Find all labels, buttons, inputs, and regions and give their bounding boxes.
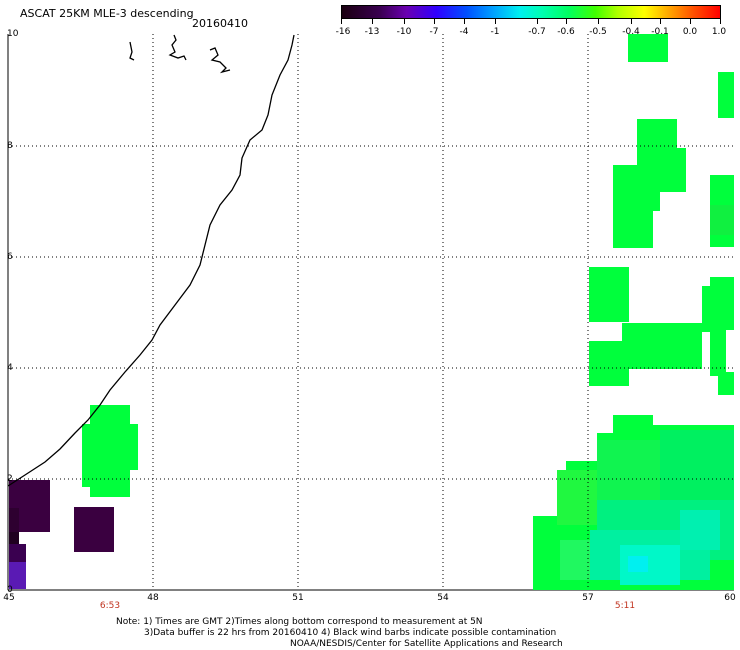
colorbar-label: -0.4 xyxy=(622,27,640,37)
colorbar-label: 1.0 xyxy=(711,27,727,37)
wind-cell xyxy=(9,562,26,589)
wind-cell xyxy=(660,430,734,510)
wind-cell xyxy=(680,510,720,550)
colorbar-label: 0.0 xyxy=(682,27,698,37)
wind-cell xyxy=(589,323,702,386)
colorbar-label: -4 xyxy=(459,27,469,37)
colorbar-tick xyxy=(372,19,373,24)
pass-time-label: 6:53 xyxy=(99,601,121,611)
colorbar-tick xyxy=(341,19,342,24)
wind-cell xyxy=(628,556,648,572)
colorbar-tick xyxy=(537,19,538,24)
colorbar-label: -0.1 xyxy=(651,27,669,37)
colorbar-label: -7 xyxy=(429,27,439,37)
coastline xyxy=(7,34,295,487)
wind-cell xyxy=(82,405,138,497)
y-tick-label: 4 xyxy=(7,363,13,373)
y-tick-label: 0 xyxy=(7,585,13,595)
y-tick-label: 10 xyxy=(7,29,19,39)
y-tick-label: 8 xyxy=(7,141,13,151)
colorbar-tick xyxy=(404,19,405,24)
colorbar-label: -10 xyxy=(396,27,412,37)
wind-cell xyxy=(613,119,686,248)
colorbar-label: -1 xyxy=(490,27,500,37)
pass-time-label: 5:11 xyxy=(614,601,636,611)
note-line-2: 3)Data buffer is 22 hrs from 20160410 4)… xyxy=(144,628,557,638)
colorbar-tick xyxy=(434,19,435,24)
wind-cell xyxy=(702,286,716,332)
note-line-3: NOAA/NESDIS/Center for Satellite Applica… xyxy=(290,639,563,649)
y-tick-label: 2 xyxy=(7,474,13,484)
wind-cell xyxy=(628,34,668,62)
colorbar-tick xyxy=(495,19,496,24)
colorbar-tick xyxy=(720,19,721,24)
colorbar-tick xyxy=(598,19,599,24)
wind-cell xyxy=(589,267,629,322)
colorbar-tick xyxy=(566,19,567,24)
wind-cell xyxy=(560,540,590,580)
x-tick-label: 51 xyxy=(292,593,304,603)
wind-cell xyxy=(9,544,26,564)
x-tick-label: 60 xyxy=(724,593,736,603)
colorbar-label: -0.5 xyxy=(589,27,607,37)
x-tick-label: 57 xyxy=(582,593,594,603)
colorbar xyxy=(341,5,721,19)
colorbar-tick xyxy=(690,19,691,24)
wind-cell xyxy=(9,532,19,544)
wind-cells xyxy=(9,34,734,590)
wind-cell xyxy=(557,470,597,525)
colorbar-tick xyxy=(660,19,661,24)
colorbar-label: -13 xyxy=(364,27,380,37)
map-title: ASCAT 25KM MLE-3 descending xyxy=(20,7,194,20)
colorbar-label: -0.7 xyxy=(528,27,546,37)
note-line-1: Note: 1) Times are GMT 2)Times along bot… xyxy=(116,617,483,627)
wind-cell xyxy=(9,508,19,544)
map-date: 20160410 xyxy=(192,17,248,30)
colorbar-tick xyxy=(631,19,632,24)
colorbar-tick xyxy=(464,19,465,24)
x-tick-label: 54 xyxy=(437,593,449,603)
wind-cell xyxy=(710,205,734,235)
colorbar-label: -16 xyxy=(335,27,351,37)
x-tick-label: 48 xyxy=(147,593,159,603)
wind-cell xyxy=(718,72,734,118)
wind-cell xyxy=(74,507,114,552)
x-tick-label: 45 xyxy=(3,593,15,603)
colorbar-label: -0.6 xyxy=(557,27,575,37)
y-tick-label: 6 xyxy=(7,252,13,262)
